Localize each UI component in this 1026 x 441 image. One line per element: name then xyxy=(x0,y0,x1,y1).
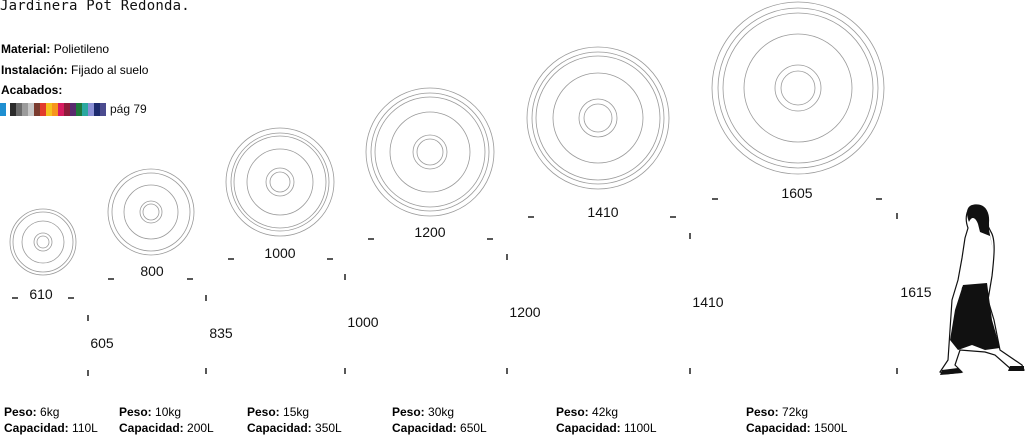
capacity-value: 200L xyxy=(187,421,214,435)
person-silhouette xyxy=(939,204,1025,375)
pot-diameter-label: 1410 xyxy=(587,204,619,220)
finish-swatch xyxy=(100,103,106,116)
dimension-ticks xyxy=(12,198,898,376)
capacity-label: Capacidad: xyxy=(392,421,457,435)
finish-swatch xyxy=(28,103,34,116)
pot-height-label: 605 xyxy=(90,335,114,351)
pot-height-label: 1200 xyxy=(509,304,541,320)
capacity-label: Capacidad: xyxy=(119,421,184,435)
pot-stats: Peso: 6kg Capacidad: 110L xyxy=(4,404,98,436)
finish-swatch xyxy=(22,103,28,116)
installation-value: Fijado al suelo xyxy=(71,63,149,77)
page-title: Jardinera Pot Redonda. xyxy=(0,0,190,14)
finishes-spec: Acabados: xyxy=(1,83,62,97)
finish-swatch xyxy=(82,103,88,116)
weight-label: Peso: xyxy=(4,405,37,419)
weight-label: Peso: xyxy=(556,405,589,419)
pot-height-label: 1410 xyxy=(692,294,724,310)
weight-value: 72kg xyxy=(782,405,809,419)
weight-value: 42kg xyxy=(592,405,619,419)
weight-value: 6kg xyxy=(40,405,60,419)
capacity-value: 650L xyxy=(460,421,487,435)
finish-swatch xyxy=(40,103,46,116)
finish-swatch xyxy=(10,103,16,116)
weight-value: 30kg xyxy=(428,405,455,419)
pot-stats: Peso: 72kg Capacidad: 1500L xyxy=(746,404,847,436)
pot-diameter-label: 1000 xyxy=(264,245,296,261)
weight-label: Peso: xyxy=(247,405,280,419)
capacity-value: 1500L xyxy=(814,421,848,435)
finish-swatch xyxy=(16,103,22,116)
pot-top-view xyxy=(526,46,670,190)
weight-label: Peso: xyxy=(746,405,779,419)
capacity-label: Capacidad: xyxy=(4,421,69,435)
finish-swatch xyxy=(64,103,70,116)
pot-diameter-label: 610 xyxy=(29,286,53,302)
pot-top-view xyxy=(365,87,495,217)
person-height-label: 1615 xyxy=(900,284,932,300)
installation-label: Instalación: xyxy=(1,63,68,77)
finish-swatch xyxy=(46,103,52,116)
finishes-page-ref: pág 79 xyxy=(110,102,147,116)
pot-top-view xyxy=(9,208,77,276)
finish-swatch xyxy=(88,103,94,116)
finish-swatches: pág 79 xyxy=(0,103,147,116)
pot-diameter-label: 800 xyxy=(140,263,164,279)
capacity-label: Capacidad: xyxy=(746,421,811,435)
weight-label: Peso: xyxy=(392,405,425,419)
weight-value: 15kg xyxy=(283,405,310,419)
weight-value: 10kg xyxy=(155,405,182,419)
finish-swatch xyxy=(58,103,64,116)
weight-label: Peso: xyxy=(119,405,152,419)
pot-stats: Peso: 10kg Capacidad: 200L xyxy=(119,404,214,436)
finishes-label: Acabados: xyxy=(1,83,63,97)
pot-stats: Peso: 30kg Capacidad: 650L xyxy=(392,404,487,436)
capacity-value: 110L xyxy=(72,421,98,435)
pot-top-view xyxy=(711,1,885,175)
capacity-label: Capacidad: xyxy=(556,421,621,435)
pot-diameter-label: 1605 xyxy=(781,185,813,201)
capacity-label: Capacidad: xyxy=(247,421,312,435)
material-value: Polietileno xyxy=(53,42,110,56)
pot-diameter-label: 1200 xyxy=(414,224,446,240)
pot-top-view xyxy=(225,127,335,237)
pot-stats: Peso: 15kg Capacidad: 350L xyxy=(247,404,342,436)
finish-swatch xyxy=(70,103,76,116)
pot-stats: Peso: 42kg Capacidad: 1100L xyxy=(556,404,657,436)
finish-swatch xyxy=(94,103,100,116)
finish-swatch xyxy=(34,103,40,116)
finish-swatch xyxy=(0,103,6,116)
pot-height-label: 1000 xyxy=(347,314,379,330)
pot-top-view xyxy=(107,168,195,256)
capacity-value: 1100L xyxy=(624,421,657,435)
material-spec: Material: Polietileno xyxy=(1,42,109,56)
finish-swatch xyxy=(52,103,58,116)
pot-height-label: 835 xyxy=(209,325,233,341)
finish-swatch xyxy=(76,103,82,116)
material-label: Material: xyxy=(1,42,51,56)
capacity-value: 350L xyxy=(315,421,342,435)
installation-spec: Instalación: Fijado al suelo xyxy=(1,63,148,77)
